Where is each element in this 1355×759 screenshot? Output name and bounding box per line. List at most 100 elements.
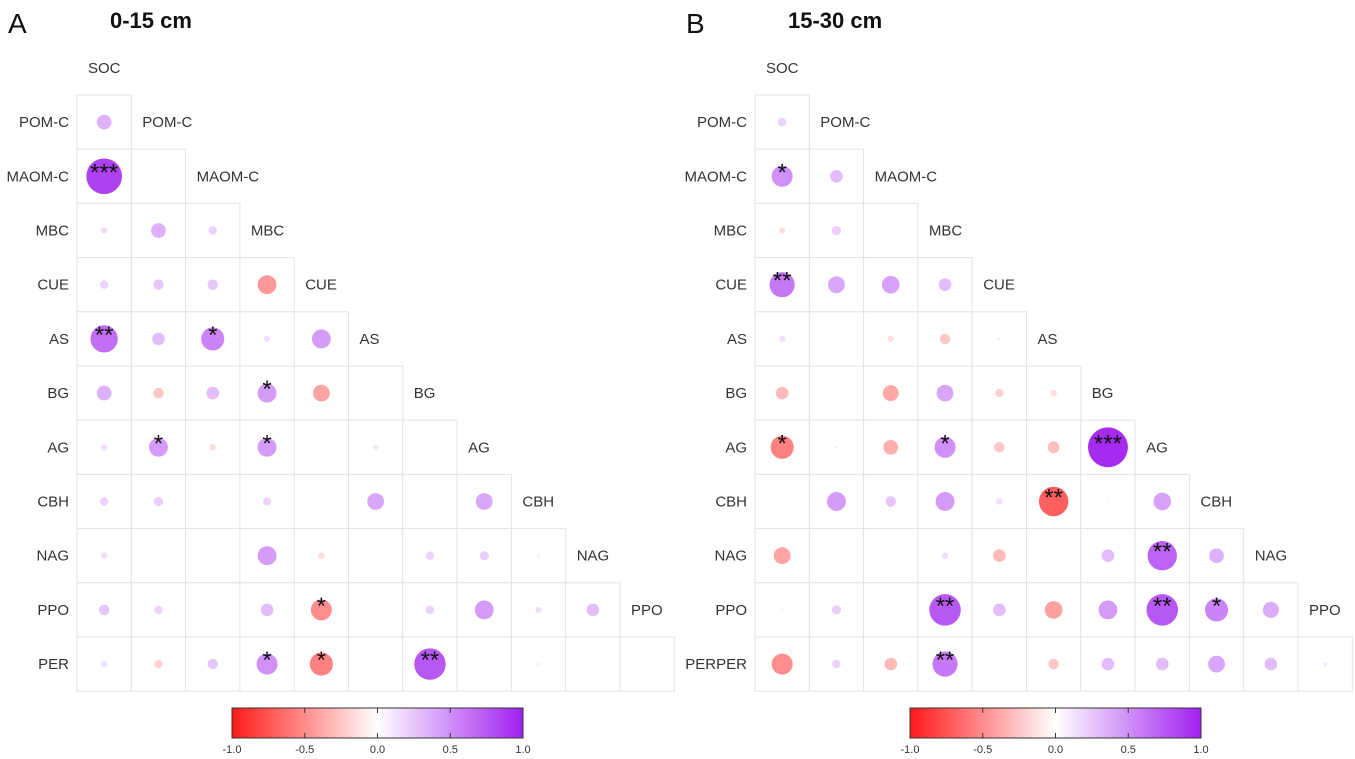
row-label-cue: CUE bbox=[37, 277, 69, 294]
corr-circle-per-cue bbox=[998, 662, 1001, 666]
diagonal-label-maom-c: MAOM-C bbox=[197, 168, 260, 185]
corr-circle-per-bg bbox=[1101, 657, 1115, 671]
corr-circle-cue-pom-c bbox=[153, 279, 164, 290]
corr-circle-ppo-pom-c bbox=[154, 605, 163, 615]
panel-letter-b: B bbox=[686, 8, 705, 39]
sig-stars-cue-soc: ** bbox=[773, 268, 792, 295]
corr-circle-cbh-as bbox=[1038, 486, 1069, 517]
row-label-maom-c: MAOM-C bbox=[685, 168, 748, 185]
panel-title-a: 0-15 cm bbox=[110, 8, 192, 33]
diagonal-label-ag: AG bbox=[1146, 439, 1168, 456]
diagonal-label-as: AS bbox=[1038, 331, 1058, 348]
sig-stars-per-cue: * bbox=[317, 647, 326, 674]
corr-circle-cbh-soc bbox=[99, 497, 109, 506]
diagonal-label-bg: BG bbox=[414, 385, 436, 402]
row-label-ag: AG bbox=[47, 439, 69, 456]
corr-circle-as-soc bbox=[90, 325, 118, 353]
corr-circle-cbh-cue bbox=[996, 498, 1003, 505]
corr-circle-mbc-pom-c bbox=[151, 223, 166, 238]
corr-circle-per-mbc bbox=[256, 653, 278, 675]
diagonal-label-cue: CUE bbox=[983, 277, 1015, 294]
matrix-cell bbox=[348, 582, 404, 638]
corr-circle-as-pom-c bbox=[152, 332, 165, 346]
corr-circle-ppo-as bbox=[1044, 601, 1063, 619]
corr-circle-cue-pom-c bbox=[828, 276, 845, 294]
corr-circle-cbh-pom-c bbox=[827, 492, 846, 511]
corr-circle-ppo-cue bbox=[993, 603, 1006, 617]
corr-circle-per-bg bbox=[414, 648, 446, 680]
row-label-pom-c: POM-C bbox=[19, 114, 69, 131]
corr-circle-per-maom-c bbox=[884, 657, 898, 671]
diagonal-label-pom-c: POM-C bbox=[820, 114, 870, 131]
row-label-cbh: CBH bbox=[37, 494, 69, 511]
diagonal-label-pom-c: POM-C bbox=[142, 114, 192, 131]
corr-circle-ag-pom-c bbox=[149, 437, 168, 457]
corr-circle-maom-c-pom-c bbox=[830, 170, 843, 183]
sig-stars-as-soc: ** bbox=[95, 322, 114, 349]
corr-circle-per-maom-c bbox=[207, 658, 218, 670]
sig-stars-maom-c-soc: *** bbox=[90, 159, 118, 186]
row-label-mbc: MBC bbox=[714, 223, 748, 240]
corr-circle-as-maom-c bbox=[887, 335, 894, 343]
corr-circle-cbh-soc bbox=[780, 500, 784, 503]
sig-stars-ag-soc: * bbox=[777, 430, 786, 457]
corr-circle-nag-mbc bbox=[257, 546, 277, 566]
corr-circle-ppo-pom-c bbox=[831, 605, 842, 615]
corr-circle-cbh-pom-c bbox=[153, 496, 164, 507]
corr-circle-nag-as bbox=[374, 554, 377, 557]
corr-circle-ppo-soc bbox=[98, 604, 110, 616]
corr-circle-ppo-cue bbox=[310, 599, 332, 621]
sig-stars-ag-mbc: * bbox=[262, 430, 271, 457]
matrix-cell bbox=[130, 419, 187, 475]
matrix-cell bbox=[808, 528, 865, 584]
corr-circle-ppo-soc bbox=[780, 608, 784, 612]
corr-circle-ag-soc bbox=[101, 444, 108, 451]
row-label-pom-c: POM-C bbox=[697, 114, 747, 131]
corr-circle-ppo-nag bbox=[586, 603, 600, 617]
matrix-cell bbox=[754, 257, 810, 313]
corr-circle-cbh-as bbox=[367, 493, 385, 510]
sig-stars-ag-pom-c: * bbox=[154, 430, 163, 457]
corr-circle-bg-maom-c bbox=[206, 386, 220, 400]
corr-circle-cbh-ag bbox=[1153, 492, 1172, 511]
row-label-per: PER bbox=[716, 656, 747, 673]
corr-circle-nag-bg bbox=[425, 551, 435, 560]
corr-circle-nag-ag bbox=[479, 551, 489, 561]
corr-circle-maom-c-soc bbox=[86, 158, 122, 195]
corr-circle-per-soc bbox=[101, 660, 108, 668]
corr-circle-nag-bg bbox=[1101, 549, 1115, 562]
corr-circle-as-maom-c bbox=[201, 327, 225, 351]
matrix-b: SOC POM-C POM-C MAOM-C MAOM-C MBC MBC CUE CUE AS A… bbox=[685, 60, 1353, 692]
colorbar-tick-label: 1.0 bbox=[1193, 744, 1208, 756]
corr-circle-ag-as bbox=[1047, 441, 1060, 454]
corr-circle-per-pom-c bbox=[832, 659, 841, 669]
corr-circle-cue-maom-c bbox=[207, 279, 218, 290]
corr-circle-ag-mbc bbox=[257, 437, 277, 457]
corr-circle-nag-mbc bbox=[941, 552, 949, 559]
corr-circle-per-mbc bbox=[932, 651, 958, 677]
sig-stars-per-bg: ** bbox=[421, 647, 440, 674]
corr-circle-per-ppo bbox=[1323, 662, 1328, 667]
corr-circle-as-mbc bbox=[939, 333, 951, 345]
diagonal-label-soc: SOC bbox=[766, 60, 799, 77]
corr-circle-mbc-soc bbox=[101, 227, 108, 234]
corr-circle-nag-soc bbox=[101, 552, 108, 559]
matrix-cell bbox=[185, 473, 241, 530]
corr-circle-bg-as bbox=[1050, 389, 1057, 397]
diagonal-label-cue: CUE bbox=[305, 277, 337, 294]
corr-circle-bg-mbc bbox=[257, 383, 277, 403]
corr-circle-bg-maom-c bbox=[882, 385, 899, 402]
row-label-nag: NAG bbox=[714, 548, 747, 565]
sig-stars-per-mbc: ** bbox=[936, 647, 955, 674]
corr-circle-per-soc bbox=[771, 653, 793, 675]
colorbar-tick-label: 0.5 bbox=[1121, 744, 1136, 756]
diagonal-label-cbh: CBH bbox=[1200, 494, 1232, 511]
corr-circle-ppo-mbc bbox=[260, 603, 274, 617]
matrix-cell bbox=[402, 473, 458, 530]
matrix-cell bbox=[130, 257, 187, 313]
corr-circle-cbh-mbc bbox=[262, 497, 272, 506]
corr-circle-ag-mbc bbox=[934, 436, 956, 458]
colorbar-b-ticks: -1.0 -0.5 0.0 0.5 1.0 bbox=[901, 708, 1209, 756]
corr-circle-ppo-cbh bbox=[1205, 598, 1229, 622]
corr-circle-ag-soc bbox=[770, 435, 794, 459]
